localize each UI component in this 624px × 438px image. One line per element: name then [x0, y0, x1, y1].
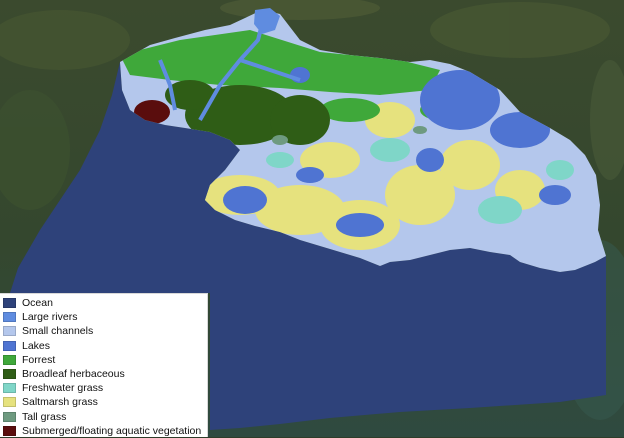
legend-label: Small channels [22, 325, 94, 338]
legend-swatch-lakes [3, 340, 16, 351]
legend-item-broadleaf-herbaceous: Broadleaf herbaceous [3, 367, 207, 381]
map-legend: Ocean Large rivers Small channels Lakes … [0, 293, 208, 437]
lake-areas [223, 67, 571, 237]
legend-swatch-ocean [3, 298, 16, 309]
legend-item-ocean: Ocean [3, 296, 207, 310]
legend-label: Lakes [22, 339, 51, 352]
legend-label: Forrest [22, 353, 56, 366]
legend-label: Tall grass [22, 410, 67, 423]
river-inlet [254, 8, 280, 34]
saltmarsh-grass-areas [200, 102, 545, 250]
legend-label: Submerged/floating aquatic vegetation [22, 424, 202, 437]
legend-swatch-small-channels [3, 326, 16, 337]
legend-swatch-tall-grass [3, 411, 16, 422]
legend-item-saltmarsh-grass: Saltmarsh grass [3, 395, 207, 409]
legend-label: Broadleaf herbaceous [22, 368, 125, 381]
legend-item-small-channels: Small channels [3, 324, 207, 338]
legend-swatch-broadleaf-herbaceous [3, 369, 16, 380]
legend-swatch-freshwater-grass [3, 383, 16, 394]
legend-item-freshwater-grass: Freshwater grass [3, 381, 207, 395]
legend-label: Freshwater grass [22, 382, 104, 395]
aquatic-vegetation-area [134, 100, 170, 124]
ocean-region [10, 62, 606, 430]
legend-item-forrest: Forrest [3, 353, 207, 367]
freshwater-grass-areas [266, 138, 574, 224]
legend-item-lakes: Lakes [3, 339, 207, 353]
legend-swatch-aquatic-vegetation [3, 425, 16, 436]
legend-label: Ocean [22, 297, 53, 310]
legend-item-large-rivers: Large rivers [3, 310, 207, 324]
tall-grass-areas [272, 126, 427, 145]
legend-swatch-large-rivers [3, 312, 16, 323]
legend-swatch-saltmarsh-grass [3, 397, 16, 408]
legend-item-tall-grass: Tall grass [3, 410, 207, 424]
legend-swatch-forrest [3, 354, 16, 365]
legend-label: Saltmarsh grass [22, 396, 98, 409]
legend-label: Large rivers [22, 311, 78, 324]
legend-item-aquatic-vegetation: Submerged/floating aquatic vegetation [3, 424, 207, 438]
